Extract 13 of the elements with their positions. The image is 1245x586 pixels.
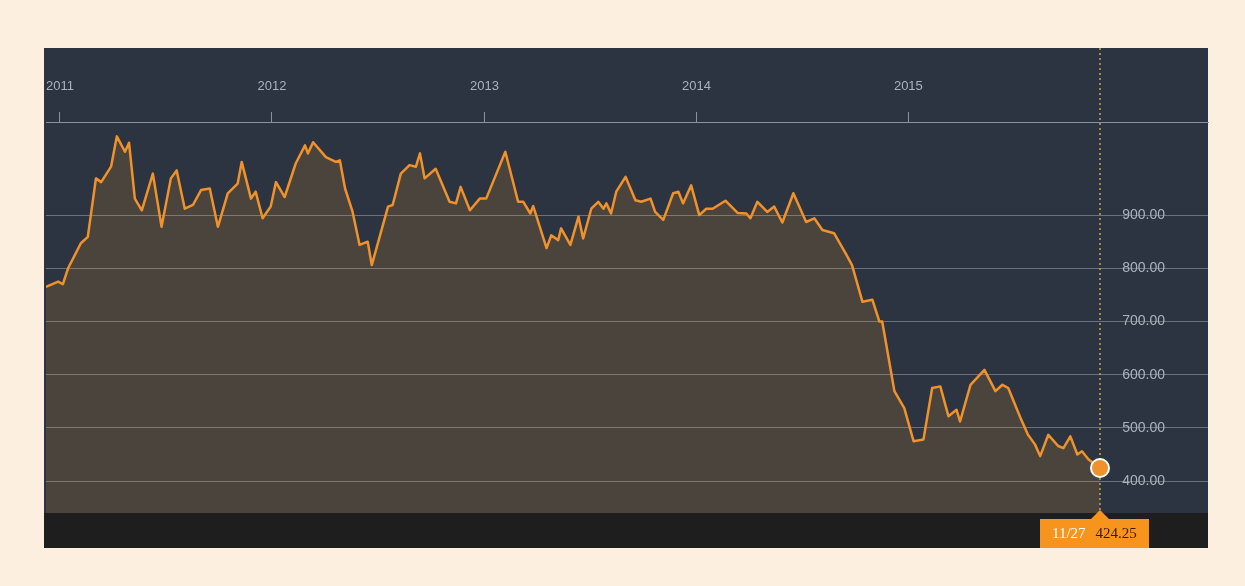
y-tick-label: 400.00 <box>1122 471 1166 488</box>
y-tick-label: 600.00 <box>1122 365 1166 382</box>
y-tick-label: 700.00 <box>1122 312 1166 329</box>
y-tick-label: 800.00 <box>1122 259 1166 276</box>
x-tick-label: 2011 <box>45 77 74 93</box>
x-tick-label: 2014 <box>681 77 711 93</box>
x-tick-label: 2012 <box>257 77 287 93</box>
x-tick-label: 2013 <box>469 77 499 93</box>
text: 424.25 <box>1095 525 1137 542</box>
y-tick-label: 900.00 <box>1122 205 1166 222</box>
y-tick-label: 500.00 <box>1122 418 1166 435</box>
x-tick-label: 2015 <box>893 77 923 93</box>
text: 11/27 <box>1051 525 1086 542</box>
